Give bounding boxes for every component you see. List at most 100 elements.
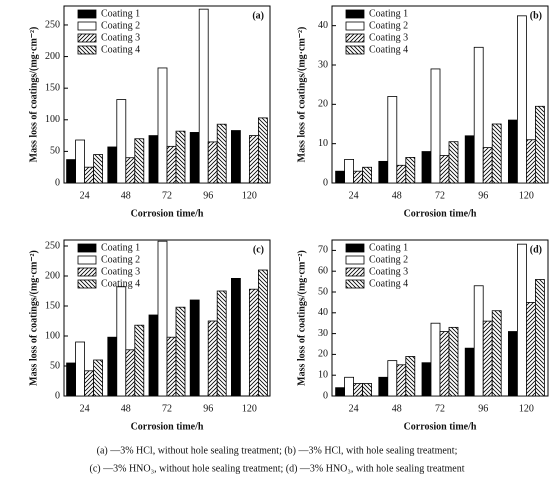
legend-label: Coating 2: [101, 20, 140, 31]
bar: [230, 277, 241, 397]
panel-label: (d): [530, 244, 542, 255]
bar: [75, 341, 85, 397]
y-tick-label: 70: [318, 245, 328, 256]
y-tick-label: 50: [50, 146, 60, 157]
x-tick-label: 96: [203, 403, 213, 414]
bar: [378, 160, 389, 184]
bar: [421, 362, 432, 397]
y-tick-label: 250: [45, 240, 60, 251]
y-tick-label: 200: [45, 51, 60, 62]
y-tick-label: 0: [55, 390, 60, 401]
y-tick-label: 250: [45, 19, 60, 30]
legend-swatch: [345, 21, 365, 31]
y-tick-label: 30: [318, 328, 328, 339]
bar: [535, 279, 545, 397]
bar: [362, 383, 373, 397]
bar: [353, 383, 364, 397]
y-axis-label: Mass loss of coatings/(mg·cm⁻²): [296, 250, 307, 386]
x-axis-label: Corrosion time/h: [404, 208, 477, 219]
bar: [198, 8, 209, 184]
legend-label: Coating 3: [101, 266, 140, 277]
bar: [473, 285, 484, 397]
x-tick-label: 72: [162, 190, 172, 201]
y-tick-label: 40: [318, 20, 328, 31]
legend-label: Coating 2: [369, 254, 408, 265]
bar: [482, 320, 493, 397]
bar: [84, 166, 94, 184]
y-axis-label: Mass loss of coatings/(mg·cm⁻²): [28, 27, 39, 163]
bar: [335, 170, 346, 184]
legend-swatch: [77, 33, 97, 43]
bar: [116, 99, 127, 184]
bar: [148, 314, 159, 397]
bar: [464, 347, 475, 397]
bar: [396, 364, 407, 397]
bar: [216, 123, 227, 184]
legend-swatch: [345, 243, 365, 253]
x-tick-label: 48: [392, 403, 402, 414]
y-tick-label: 0: [323, 177, 328, 188]
bar: [166, 336, 177, 397]
bar: [439, 155, 450, 184]
bar: [157, 67, 168, 184]
x-tick-label: 48: [392, 190, 402, 201]
caption: (a) —3% HCl, without hole sealing treatm…: [97, 445, 458, 456]
bar: [335, 387, 346, 397]
y-tick-label: 0: [55, 177, 60, 188]
x-tick-label: 72: [435, 403, 445, 414]
x-tick-label: 72: [435, 190, 445, 201]
bar: [207, 141, 218, 184]
legend-swatch: [345, 255, 365, 265]
bar: [189, 132, 200, 184]
bar: [430, 322, 441, 397]
bar: [517, 243, 527, 397]
x-tick-label: 96: [203, 190, 213, 201]
bar: [396, 164, 407, 184]
bar: [66, 159, 76, 184]
y-axis-label: Mass loss of coatings/(mg·cm⁻²): [28, 250, 39, 386]
bar: [507, 331, 518, 397]
legend-label: Coating 1: [369, 242, 408, 253]
legend-swatch: [77, 267, 97, 277]
bar: [125, 157, 136, 184]
legend-swatch: [77, 279, 97, 289]
x-tick-label: 120: [242, 403, 257, 414]
x-tick-label: 96: [478, 403, 488, 414]
bar: [248, 135, 259, 184]
x-tick-label: 120: [242, 190, 257, 201]
bar: [491, 123, 502, 184]
x-tick-label: 24: [80, 403, 90, 414]
x-axis-label: Corrosion time/h: [131, 208, 204, 219]
legend-swatch: [77, 243, 97, 253]
bar: [507, 119, 518, 184]
legend-swatch: [345, 279, 365, 289]
bar: [535, 105, 545, 184]
y-tick-label: 150: [45, 300, 60, 311]
bar: [216, 290, 227, 397]
y-tick-label: 40: [318, 307, 328, 318]
bar: [448, 326, 459, 397]
bar: [464, 135, 475, 184]
bar: [66, 362, 76, 397]
bar: [107, 336, 118, 397]
panel-label: (a): [252, 10, 264, 21]
x-axis-label: Corrosion time/h: [131, 421, 204, 432]
bar: [473, 46, 484, 184]
bar: [93, 359, 103, 397]
x-tick-label: 120: [519, 190, 534, 201]
bar: [387, 360, 398, 397]
legend-label: Coating 4: [101, 278, 140, 289]
bar: [526, 301, 536, 397]
bar: [257, 117, 268, 184]
x-tick-label: 24: [349, 403, 359, 414]
bar: [248, 288, 259, 397]
y-tick-label: 20: [318, 99, 328, 110]
caption: (c) —3% HNO₃, without hole sealing treat…: [90, 463, 465, 474]
legend-label: Coating 3: [369, 266, 408, 277]
bar: [175, 130, 186, 184]
legend-swatch: [77, 255, 97, 265]
bar: [166, 145, 177, 184]
legend-label: Coating 1: [369, 8, 408, 19]
legend-swatch: [77, 21, 97, 31]
